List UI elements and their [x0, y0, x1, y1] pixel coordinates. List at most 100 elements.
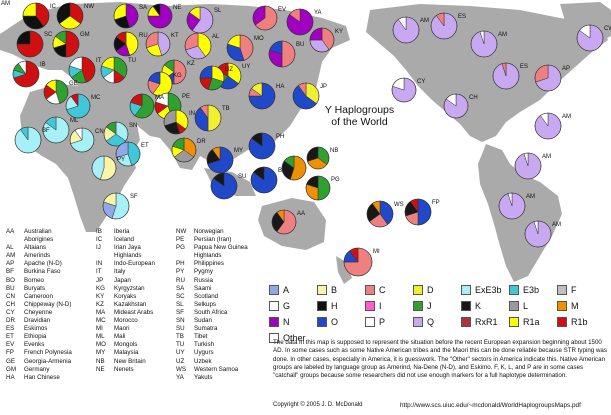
abbreviation-name: Germany	[24, 365, 50, 373]
pie-chart: JP	[292, 82, 327, 110]
pie-outline	[268, 40, 296, 68]
abbreviation-row: NE Nenets	[96, 366, 155, 374]
pie-label: MA	[155, 95, 164, 101]
abbreviation-row: Highlands	[96, 252, 155, 260]
pie-label: AA	[297, 211, 305, 217]
abbreviation-row: BO Borneo	[6, 277, 72, 285]
pie-chart: AM	[392, 16, 429, 44]
abbreviation-code: AM	[6, 252, 16, 260]
abbreviation-code: ML	[96, 333, 105, 341]
pie-outline	[281, 155, 307, 181]
abbreviation-code: GM	[6, 365, 16, 373]
abbreviation-row: ET Ethiopia	[6, 333, 72, 341]
pie-chart: YA	[286, 8, 322, 36]
pie-chart: AM	[498, 192, 535, 220]
pie-label: KY	[335, 29, 343, 35]
pie-chart: AM	[1, 1, 10, 7]
pie-label: MC	[91, 95, 101, 101]
abbreviation-row: AL Altaians	[6, 244, 72, 252]
pie-outline	[91, 155, 117, 181]
abbreviation-name: Papua New Guinea	[194, 244, 248, 252]
pie-outline	[404, 198, 432, 226]
abbreviation-row: IC Iceland	[96, 236, 155, 244]
pie-label: TB	[222, 106, 230, 112]
pie-outline	[392, 16, 420, 44]
pie-label: WS	[394, 202, 404, 208]
map-title: Y Haplogroups of the World	[297, 104, 422, 128]
legend-swatch	[461, 317, 471, 327]
pie-chart: KY	[309, 27, 343, 53]
copyright-text: Copyright © 2005 J. D. McDonald	[273, 402, 363, 408]
abbreviation-code: EV	[6, 341, 15, 349]
abbreviation-name: Western Samoa	[194, 365, 239, 373]
legend-label: M	[571, 301, 579, 311]
legend-swatch	[317, 301, 327, 311]
abbreviation-row: CH Chippeway (N-D)	[6, 301, 72, 309]
legend-swatch	[365, 301, 375, 311]
abbreviation-code: ES	[6, 325, 15, 333]
abbreviation-name: Scotland	[194, 292, 219, 300]
pie-chart: CY	[391, 77, 425, 103]
source-url[interactable]: http://www.scs.uiuc.edu/~mcdonald/WorldH…	[400, 402, 581, 409]
pie-label: AP	[562, 66, 570, 72]
legend-label: O	[331, 317, 339, 327]
abbreviation-row: MO Mongols	[96, 341, 155, 349]
pie-label: YA	[314, 10, 322, 16]
abbreviation-name: New Britain	[114, 357, 146, 365]
abbreviation-row: CY Cheyenne	[6, 309, 72, 317]
legend-label: B	[331, 285, 338, 295]
pie-chart: CW	[576, 24, 611, 52]
pie-chart: PY	[91, 155, 125, 181]
pie-outline	[147, 3, 173, 29]
abbreviation-row: AA Australian	[6, 228, 72, 236]
pie-chart: IN	[163, 109, 195, 135]
pie-chart: AM	[470, 30, 507, 58]
legend-label: E3b	[523, 285, 540, 295]
abbreviation-code: PG	[176, 244, 185, 252]
legend-swatch	[461, 285, 471, 295]
abbreviation-code: JP	[96, 276, 104, 284]
legend-label: G	[283, 301, 291, 311]
pie-outline	[514, 152, 542, 180]
abbreviation-name: Japan	[114, 276, 131, 284]
legend-label: R1a	[523, 317, 540, 327]
pie-label: CN	[95, 129, 104, 135]
pie-chart: DR	[171, 137, 206, 163]
pie-label: KZ	[187, 61, 195, 67]
pie-label: AM	[420, 18, 429, 24]
abbreviation-code: PE	[176, 236, 185, 244]
pie-label: IN	[189, 111, 195, 117]
abbreviation-name: Russia	[194, 276, 213, 284]
abbreviation-row: FP French Polynesia	[6, 349, 72, 357]
abbreviation-name: Irian Jaya	[114, 244, 141, 252]
abbreviation-code: TU	[176, 341, 185, 349]
pie-chart: BU	[268, 40, 304, 68]
abbreviation-name: Philippines	[194, 260, 224, 268]
abbreviation-code: KY	[96, 292, 105, 300]
abbreviation-name: Australian	[24, 228, 52, 235]
abbreviation-row: IT Italy	[96, 268, 155, 276]
abbreviation-row: BF Burkina Faso	[6, 268, 72, 276]
abbreviation-row: GM Germany	[6, 366, 72, 374]
pie-label: NB	[330, 148, 338, 154]
abbreviation-code: MO	[96, 341, 106, 349]
pie-chart: WS	[366, 200, 404, 228]
abbreviation-name: Iberia	[114, 228, 130, 235]
pie-outline	[248, 132, 276, 160]
abbreviation-code: MC	[96, 317, 106, 325]
abbreviation-code: HA	[6, 373, 15, 381]
pie-chart: GE	[43, 79, 78, 105]
pie-outline	[366, 200, 394, 228]
pie-chart: TU	[100, 56, 136, 84]
pie-chart: PH	[248, 132, 284, 160]
abbreviation-name: Sumatra	[194, 325, 218, 333]
pie-label: NW	[84, 4, 94, 10]
pie-outline	[103, 121, 129, 147]
pie-label: MI	[373, 249, 380, 255]
pie-outline	[69, 127, 95, 153]
abbreviation-name: Mideast Arabs	[114, 308, 154, 316]
abbreviation-name: Aborigines	[24, 236, 54, 244]
abbreviation-name: Italy	[114, 268, 126, 276]
legend-swatch	[557, 317, 567, 327]
abbreviation-name: Yakuts	[194, 373, 213, 381]
